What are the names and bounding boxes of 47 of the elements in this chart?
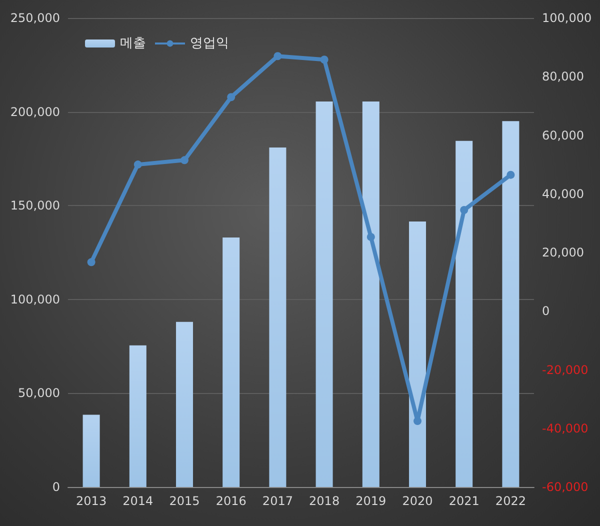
y2-tick-label: 80,000: [542, 70, 584, 84]
point: [366, 232, 375, 241]
point: [460, 206, 468, 214]
bar: [409, 222, 426, 487]
y2-tick-label: -60,000: [542, 480, 588, 494]
point: [180, 156, 188, 164]
bar: [82, 414, 100, 487]
y2-tick-label: 0: [542, 304, 550, 318]
x-tick-label: 2020: [402, 494, 433, 508]
y2-tick-label: -20,000: [542, 362, 588, 377]
y-tick-label: 150,000: [10, 198, 60, 213]
x-tick-label: 2018: [309, 494, 340, 508]
bar: [176, 322, 193, 487]
bar: [362, 101, 380, 487]
legend-label: 영업익: [190, 36, 229, 51]
point: [506, 170, 515, 179]
y2-tick-label: 60,000: [542, 128, 584, 142]
y-tick-label: 0: [52, 480, 60, 494]
x-tick-label: 2016: [216, 494, 246, 508]
x-tick-label: 2021: [448, 494, 480, 508]
legend-label: 메출: [120, 36, 146, 51]
y-tick-label: 250,000: [10, 11, 60, 25]
x-tick-label: 2014: [122, 494, 154, 508]
bar: [129, 345, 146, 487]
y2-tick-label: 100,000: [542, 11, 592, 25]
point: [227, 93, 236, 102]
bar: [456, 140, 473, 487]
point: [87, 258, 96, 266]
point: [274, 52, 282, 60]
y-tick-label: 200,000: [10, 104, 60, 119]
x-tick-label: 2015: [169, 494, 200, 508]
point: [414, 417, 422, 426]
y2-tick-label: -40,000: [542, 421, 588, 436]
y2-tick-label: 20,000: [542, 246, 584, 260]
bar: [269, 147, 286, 487]
bar: [316, 101, 333, 487]
y2-tick-label: 40,000: [542, 186, 584, 201]
x-tick-label: 2017: [262, 494, 293, 508]
point: [320, 56, 328, 64]
bar: [222, 237, 240, 487]
x-tick-label: 2013: [76, 494, 107, 508]
point: [134, 160, 142, 169]
y-tick-label: 100,000: [10, 292, 60, 306]
x-tick-label: 2019: [356, 494, 386, 508]
bar: [502, 121, 520, 487]
y-tick-label: 50,000: [18, 386, 60, 400]
x-tick-label: 2022: [495, 494, 526, 508]
